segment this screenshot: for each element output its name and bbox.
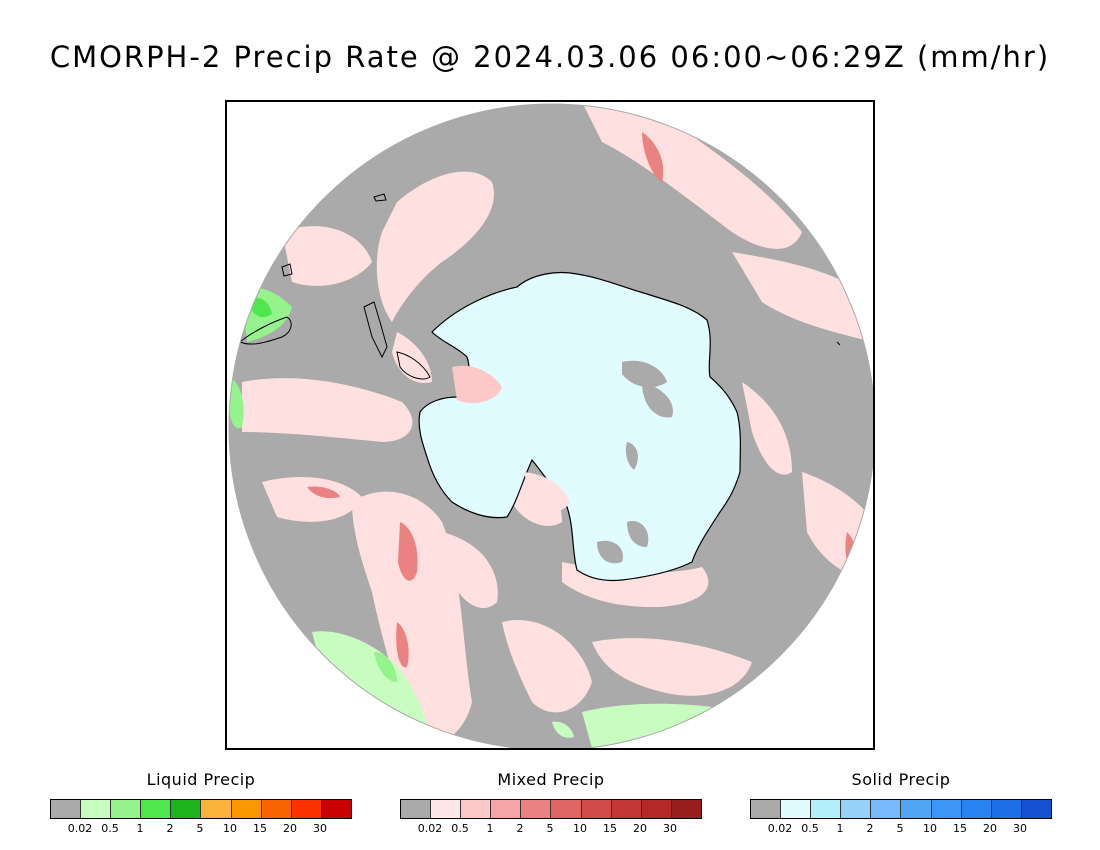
legend-title: Liquid Precip: [146, 770, 256, 789]
tick-label: 0.5: [101, 822, 119, 835]
tick-label: 20: [283, 822, 297, 835]
color-swatch: [141, 800, 172, 818]
tick-label: 15: [603, 822, 617, 835]
color-swatch: [871, 800, 902, 818]
color-bar: [50, 799, 352, 819]
tick-label: 5: [546, 822, 554, 835]
color-swatch: [751, 800, 782, 818]
color-swatch: [491, 800, 522, 818]
tick-label: 5: [196, 822, 204, 835]
tick-label: 30: [663, 822, 677, 835]
color-bar: [750, 799, 1052, 819]
precip-map: [227, 102, 873, 748]
tick-label: 5: [896, 822, 904, 835]
color-swatch: [581, 800, 612, 818]
color-swatch: [401, 800, 432, 818]
tick-label: 2: [516, 822, 524, 835]
color-swatch: [641, 800, 672, 818]
color-swatch: [551, 800, 582, 818]
tick-label: 10: [923, 822, 937, 835]
color-swatch: [111, 800, 142, 818]
legend-title: Solid Precip: [851, 770, 951, 789]
tick-label: 0.02: [67, 822, 93, 835]
tick-label: 10: [573, 822, 587, 835]
solid-precip-legend: Solid Precip 0.02 0.5 1 2 5 10 15 20 30: [750, 770, 1052, 838]
tick-label: 0.02: [767, 822, 793, 835]
no-precip-land: [597, 360, 673, 564]
color-swatch: [811, 800, 842, 818]
mixed-precip-legend: Mixed Precip 0.02 0.5 1 2 5 10 15 20 30: [400, 770, 702, 838]
map-title: CMORPH-2 Precip Rate @ 2024.03.06 06:00~…: [49, 40, 1051, 74]
antarctica: [418, 271, 741, 582]
tick-label: 0.5: [801, 822, 819, 835]
liquid-precip-legend: Liquid Precip 0.02 0.5 1 2 5 10 15 20 30: [50, 770, 352, 838]
tick-label: 2: [166, 822, 174, 835]
tick-labels: 0.02 0.5 1 2 5 10 15 20 30: [400, 822, 702, 838]
color-swatch: [431, 800, 462, 818]
tick-label: 0.02: [417, 822, 443, 835]
map-frame: [225, 100, 875, 750]
coastlines: [239, 193, 841, 380]
color-swatch: [231, 800, 262, 818]
tick-label: 1: [136, 822, 144, 835]
color-swatch: [321, 800, 351, 818]
tick-label: 30: [313, 822, 327, 835]
color-swatch: [961, 800, 992, 818]
color-swatch: [901, 800, 932, 818]
color-swatch: [671, 800, 701, 818]
tick-label: 15: [953, 822, 967, 835]
color-swatch: [1021, 800, 1051, 818]
color-swatch: [611, 800, 642, 818]
color-swatch: [931, 800, 962, 818]
tick-label: 20: [983, 822, 997, 835]
tick-label: 10: [223, 822, 237, 835]
tick-label: 1: [486, 822, 494, 835]
tick-label: 20: [633, 822, 647, 835]
color-swatch: [201, 800, 232, 818]
color-swatch: [171, 800, 202, 818]
color-swatch: [781, 800, 812, 818]
tick-label: 30: [1013, 822, 1027, 835]
color-swatch: [461, 800, 492, 818]
tick-label: 1: [836, 822, 844, 835]
color-swatch: [81, 800, 112, 818]
tick-labels: 0.02 0.5 1 2 5 10 15 20 30: [50, 822, 352, 838]
color-swatch: [51, 800, 82, 818]
color-swatch: [841, 800, 872, 818]
color-swatch: [521, 800, 552, 818]
tick-label: 0.5: [451, 822, 469, 835]
tick-label: 15: [253, 822, 267, 835]
color-swatch: [261, 800, 292, 818]
color-swatch: [991, 800, 1022, 818]
legend-title: Mixed Precip: [497, 770, 605, 789]
tick-labels: 0.02 0.5 1 2 5 10 15 20 30: [750, 822, 1052, 838]
color-swatch: [291, 800, 322, 818]
tick-label: 2: [866, 822, 874, 835]
color-bar: [400, 799, 702, 819]
